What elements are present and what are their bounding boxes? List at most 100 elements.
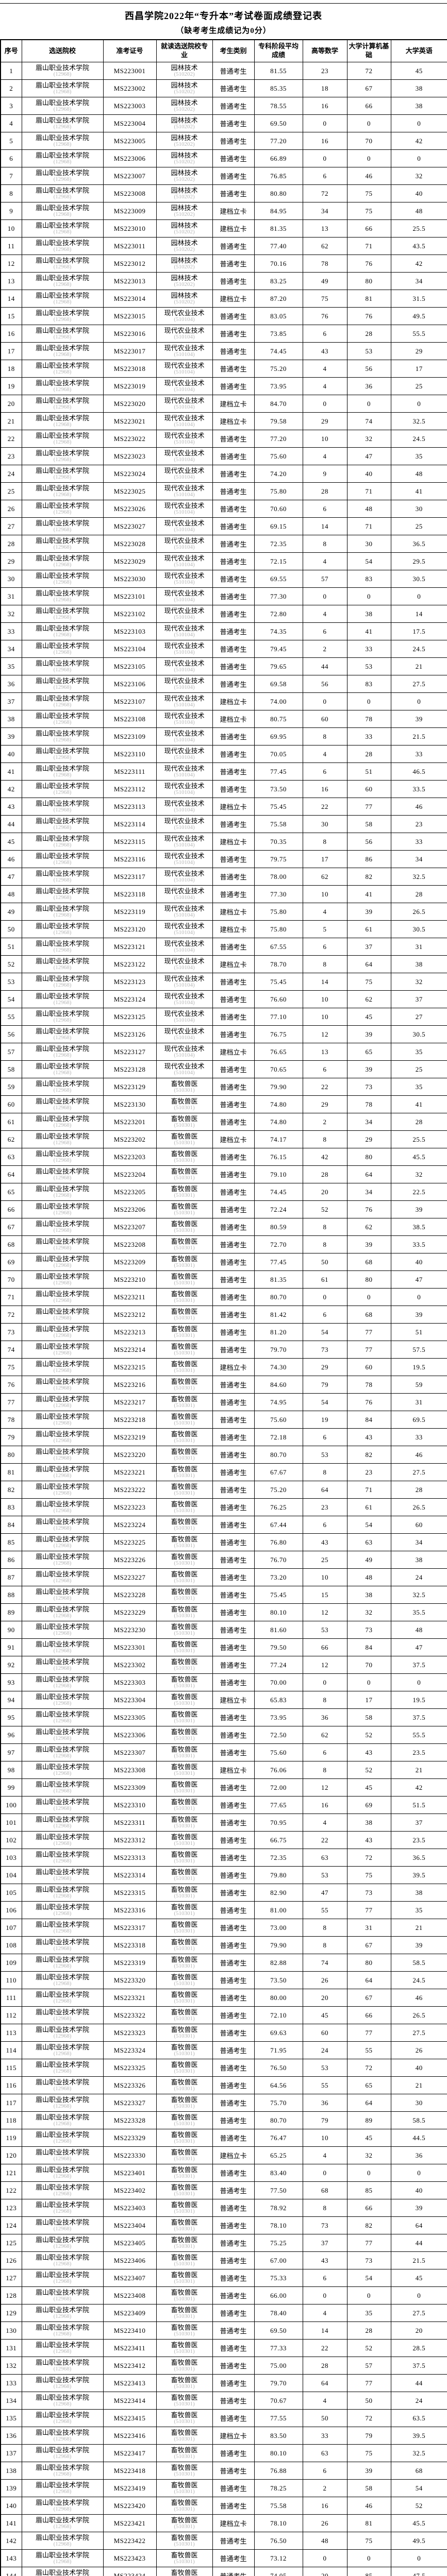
cell-computer: 80	[346, 272, 391, 290]
cell-computer: 64	[346, 2094, 391, 2112]
school-name: 眉山职业技术学院	[35, 98, 89, 107]
table-row: 100 眉山职业技术学院 (12968) MS223310 畜牧兽医 (510301) 普通…	[0, 1796, 447, 1814]
cell-major: 畜牧兽医(510301)	[156, 1884, 213, 1902]
cell-school: 眉山职业技术学院(12968)	[21, 1778, 104, 1797]
cell-candidate-type: 普通考生	[212, 2497, 255, 2515]
cell-avg-score: 73.50	[254, 1971, 303, 1989]
cell-index: 74	[0, 1341, 22, 1359]
school-code: (12968)	[53, 807, 72, 814]
cell-math: 22	[302, 1831, 347, 1849]
table-row: 47 眉山职业技术学院 (12968) MS223117 现代农业技术 (510104) 普…	[0, 868, 447, 886]
cell-candidate-type: 普通考生	[212, 1796, 255, 1814]
cell-ticket: MS223319	[103, 1954, 157, 1972]
major-code: (510301)	[174, 1648, 195, 1654]
cell-computer: 82	[346, 868, 391, 886]
cell-english: 32	[390, 973, 447, 991]
cell-ticket: MS223110	[103, 745, 157, 763]
cell-avg-score: 66.75	[254, 1831, 303, 1849]
col-header-index: 序号	[0, 39, 22, 62]
cell-ticket: MS223228	[103, 1586, 157, 1604]
cell-math: 53	[302, 1446, 347, 1464]
school-name: 眉山职业技术学院	[35, 2270, 89, 2279]
cell-index: 127	[0, 2269, 22, 2287]
major-name: 畜牧兽医	[171, 1815, 198, 1823]
cell-english: 29	[390, 342, 447, 360]
major-code: (510104)	[174, 649, 195, 656]
cell-computer: 78	[346, 710, 391, 728]
cell-index: 25	[0, 482, 22, 500]
school-code: (12968)	[53, 719, 72, 726]
cell-avg-score: 77.30	[254, 885, 303, 903]
cell-candidate-type: 普通考生	[212, 377, 255, 395]
cell-school: 眉山职业技术学院(12968)	[21, 850, 104, 868]
cell-index: 101	[0, 1814, 22, 1832]
cell-math: 64	[302, 2374, 347, 2392]
cell-school: 眉山职业技术学院(12968)	[21, 114, 104, 132]
cell-index: 65	[0, 1183, 22, 1201]
school-code: (12968)	[53, 772, 72, 778]
table-row: 71 眉山职业技术学院 (12968) MS223211 畜牧兽医 (510301) 普通考…	[0, 1288, 447, 1306]
cell-school: 眉山职业技术学院(12968)	[21, 2006, 104, 2024]
major-code: (510301)	[174, 2068, 195, 2075]
cell-candidate-type: 普通考生	[212, 570, 255, 588]
major-code: (510104)	[174, 807, 195, 814]
cell-ticket: MS223221	[103, 1463, 157, 1481]
cell-index: 116	[0, 2076, 22, 2094]
cell-index: 69	[0, 1253, 22, 1271]
cell-english: 46	[390, 1446, 447, 1464]
major-name: 畜牧兽医	[171, 2165, 198, 2174]
school-name: 眉山职业技术学院	[35, 1465, 89, 1473]
cell-school: 眉山职业技术学院(12968)	[21, 1060, 104, 1078]
table-row: 44 眉山职业技术学院 (12968) MS223114 现代农业技术 (510104) 普…	[0, 815, 447, 833]
cell-math: 8	[302, 1936, 347, 1954]
cell-ticket: MS223314	[103, 1866, 157, 1884]
table-row: 17 眉山职业技术学院 (12968) MS223017 现代农业技术 (510104) 普…	[0, 342, 447, 360]
cell-english: 60	[390, 1516, 447, 1534]
cell-avg-score: 69.63	[254, 2024, 303, 2042]
cell-computer: 41	[346, 885, 391, 903]
school-name: 眉山职业技术学院	[35, 2463, 89, 2471]
cell-ticket: MS223229	[103, 1603, 157, 1621]
table-row: 6 眉山职业技术学院 (12968) MS223006 园林技术 (510202) 普通考生…	[0, 149, 447, 167]
cell-index: 18	[0, 360, 22, 378]
cell-index: 131	[0, 2339, 22, 2357]
major-code: (510301)	[174, 1245, 195, 1251]
cell-ticket: MS223130	[103, 1095, 157, 1113]
table-row: 18 眉山职业技术学院 (12968) MS223018 现代农业技术 (510104) 普…	[0, 360, 447, 378]
school-code: (12968)	[53, 1578, 72, 1584]
cell-english: 40	[390, 2059, 447, 2077]
cell-computer: 0	[346, 114, 391, 132]
table-row: 78 眉山职业技术学院 (12968) MS223218 畜牧兽医 (510301) 普通考…	[0, 1411, 447, 1429]
cell-computer: 77	[346, 2234, 391, 2252]
school-name: 眉山职业技术学院	[35, 484, 89, 492]
cell-candidate-type: 普通考生	[212, 2181, 255, 2199]
cell-ticket: MS223004	[103, 114, 157, 132]
cell-major: 现代农业技术 (510104)	[156, 973, 213, 991]
cell-candidate-type: 建档立卡	[212, 1761, 255, 1779]
cell-candidate-type: 普通考生	[212, 2216, 255, 2234]
cell-english: 47	[390, 1638, 447, 1656]
cell-math: 4	[302, 1814, 347, 1832]
cell-candidate-type: 建档立卡	[212, 1043, 255, 1061]
cell-english: 38	[390, 955, 447, 973]
table-row: 123 眉山职业技术学院 (12968) MS223403 畜牧兽医 (510301) 普通…	[0, 2199, 447, 2217]
cell-major: 现代农业技术 (510104)	[156, 868, 213, 886]
school-name: 眉山职业技术学院	[35, 2568, 89, 2576]
major-code: (510202)	[174, 264, 195, 270]
table-row: 118 眉山职业技术学院 (12968) MS223328 畜牧兽医 (510301) 普通…	[0, 2111, 447, 2129]
school-code: (12968)	[53, 2488, 72, 2495]
cell-index: 95	[0, 1708, 22, 1726]
major-name: 畜牧兽医	[171, 1360, 198, 1368]
cell-english: 25.5	[390, 219, 447, 238]
major-code: (510301)	[174, 1700, 195, 1707]
cell-math: 55	[302, 2076, 347, 2094]
cell-computer: 75	[346, 184, 391, 202]
school-code: (12968)	[53, 1980, 72, 1987]
school-name: 眉山职业技术学院	[35, 2078, 89, 2086]
cell-major: 畜牧兽医(510301)	[156, 1235, 213, 1253]
cell-index: 88	[0, 1586, 22, 1604]
cell-ticket: MS223202	[103, 1130, 157, 1148]
table-row: 55 眉山职业技术学院 (12968) MS223125 现代农业技术 (510104) 普…	[0, 1008, 447, 1026]
cell-school: 眉山职业技术学院(12968)	[21, 500, 104, 518]
major-code: (510202)	[174, 124, 195, 130]
